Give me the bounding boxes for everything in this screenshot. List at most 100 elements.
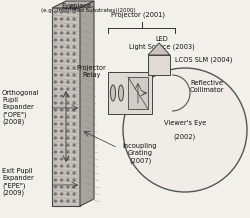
Bar — [108, 72, 152, 114]
Circle shape — [54, 67, 56, 69]
Circle shape — [61, 179, 63, 181]
Text: Projector
Relay: Projector Relay — [76, 65, 106, 78]
Ellipse shape — [118, 85, 124, 101]
Circle shape — [54, 11, 56, 13]
Circle shape — [54, 18, 56, 20]
Circle shape — [67, 18, 69, 20]
Circle shape — [61, 11, 63, 13]
Circle shape — [54, 158, 56, 160]
Circle shape — [54, 39, 56, 41]
Circle shape — [54, 95, 56, 97]
Polygon shape — [52, 1, 94, 8]
Circle shape — [73, 95, 75, 97]
Circle shape — [54, 186, 56, 188]
Circle shape — [67, 74, 69, 76]
Circle shape — [73, 123, 75, 125]
Circle shape — [61, 25, 63, 27]
Circle shape — [67, 165, 69, 167]
Circle shape — [73, 151, 75, 153]
Circle shape — [123, 68, 247, 192]
Circle shape — [67, 193, 69, 195]
Circle shape — [67, 39, 69, 41]
Text: (e.g., Imprinted Substrates)(2000): (e.g., Imprinted Substrates)(2000) — [41, 8, 135, 13]
Circle shape — [54, 88, 56, 90]
Text: Incoupling
Grating
(2007): Incoupling Grating (2007) — [123, 143, 157, 164]
Circle shape — [54, 81, 56, 83]
Circle shape — [73, 200, 75, 202]
Circle shape — [67, 102, 69, 104]
Circle shape — [73, 46, 75, 48]
Circle shape — [67, 88, 69, 90]
Circle shape — [73, 67, 75, 69]
Polygon shape — [148, 43, 170, 55]
Circle shape — [54, 102, 56, 104]
Circle shape — [73, 88, 75, 90]
Circle shape — [73, 18, 75, 20]
Circle shape — [54, 172, 56, 174]
Circle shape — [61, 186, 63, 188]
Circle shape — [54, 165, 56, 167]
Circle shape — [54, 74, 56, 76]
Circle shape — [73, 186, 75, 188]
Circle shape — [67, 151, 69, 153]
Text: LED
Light Source (2003): LED Light Source (2003) — [129, 36, 195, 49]
Circle shape — [61, 53, 63, 55]
Circle shape — [54, 137, 56, 139]
Circle shape — [61, 102, 63, 104]
Circle shape — [61, 200, 63, 202]
Circle shape — [73, 60, 75, 62]
Bar — [128, 77, 148, 109]
Circle shape — [54, 200, 56, 202]
Circle shape — [61, 172, 63, 174]
Circle shape — [61, 165, 63, 167]
Circle shape — [67, 179, 69, 181]
Circle shape — [67, 60, 69, 62]
Circle shape — [67, 186, 69, 188]
Text: Eyepiece: Eyepiece — [61, 3, 91, 9]
Circle shape — [54, 32, 56, 34]
Circle shape — [61, 144, 63, 146]
Circle shape — [73, 53, 75, 55]
Circle shape — [73, 25, 75, 27]
Circle shape — [73, 32, 75, 34]
Circle shape — [67, 130, 69, 132]
Circle shape — [67, 32, 69, 34]
Circle shape — [73, 172, 75, 174]
Circle shape — [73, 193, 75, 195]
Circle shape — [73, 102, 75, 104]
Circle shape — [61, 74, 63, 76]
Bar — [148, 55, 170, 75]
Circle shape — [61, 123, 63, 125]
Circle shape — [61, 18, 63, 20]
Circle shape — [73, 144, 75, 146]
Circle shape — [61, 88, 63, 90]
Circle shape — [73, 179, 75, 181]
Circle shape — [61, 137, 63, 139]
Circle shape — [73, 81, 75, 83]
Text: Reflective
Collimator: Reflective Collimator — [190, 80, 224, 93]
Circle shape — [54, 25, 56, 27]
Circle shape — [61, 95, 63, 97]
Circle shape — [67, 81, 69, 83]
Circle shape — [54, 151, 56, 153]
Text: Exit Pupil
Expander
("EPE")
(2009): Exit Pupil Expander ("EPE") (2009) — [2, 168, 34, 196]
Circle shape — [54, 109, 56, 111]
Circle shape — [61, 60, 63, 62]
Circle shape — [67, 172, 69, 174]
Circle shape — [73, 165, 75, 167]
Circle shape — [61, 67, 63, 69]
Circle shape — [67, 137, 69, 139]
Circle shape — [73, 11, 75, 13]
Circle shape — [73, 109, 75, 111]
Circle shape — [73, 39, 75, 41]
Circle shape — [54, 193, 56, 195]
Circle shape — [67, 116, 69, 118]
Circle shape — [54, 53, 56, 55]
Circle shape — [67, 25, 69, 27]
Circle shape — [61, 46, 63, 48]
Text: Projector (2001): Projector (2001) — [111, 12, 165, 18]
Circle shape — [73, 116, 75, 118]
Circle shape — [54, 144, 56, 146]
Text: Orthogonal
Pupil
Expander
("OPE")
(2008): Orthogonal Pupil Expander ("OPE") (2008) — [2, 90, 40, 125]
Circle shape — [61, 39, 63, 41]
